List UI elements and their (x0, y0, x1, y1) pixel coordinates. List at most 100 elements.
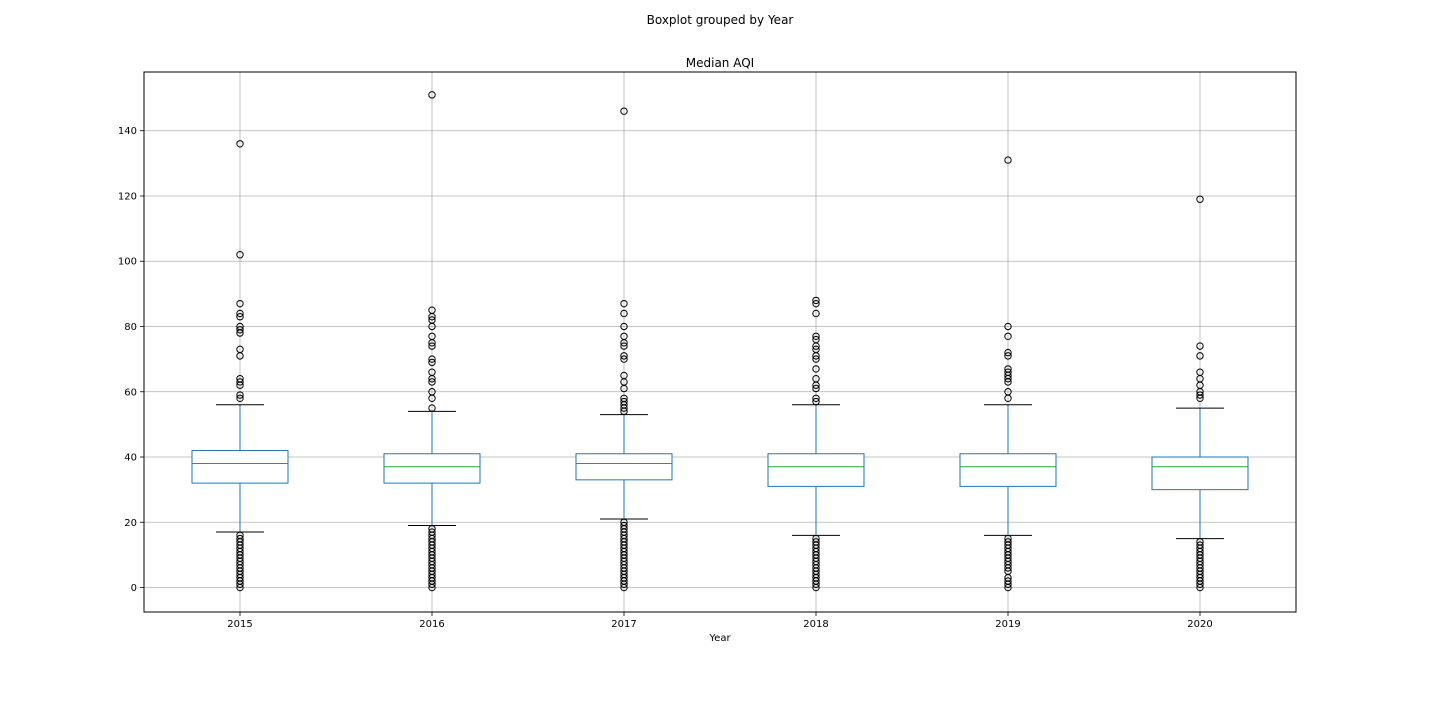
outlier-point (620, 299, 628, 308)
chart-title: Median AQI (686, 56, 754, 70)
outlier-point (428, 583, 436, 592)
outlier-point (620, 583, 628, 592)
outlier-point (428, 580, 436, 588)
y-tick-label: 60 (124, 387, 137, 398)
outlier-point (812, 384, 820, 393)
outlier-point (1196, 195, 1204, 203)
outlier-point (236, 140, 244, 148)
outlier-point (428, 322, 436, 331)
iqr-box (575, 453, 673, 481)
x-axis-ticks: 2015 2016 2017 2018 2019 2020 (227, 612, 1213, 630)
grid-lines (144, 72, 1296, 612)
outlier-point (812, 332, 820, 340)
outlier-point (812, 355, 820, 363)
outlier-point (620, 355, 628, 363)
chart-suptitle: Boxplot grouped by Year (647, 13, 794, 27)
outlier-point (236, 309, 244, 318)
outlier-point (1196, 394, 1204, 402)
outlier-point (812, 583, 820, 592)
outlier-point (428, 342, 436, 350)
outlier-point (620, 407, 628, 416)
outlier-point (236, 326, 244, 334)
outlier-point (812, 342, 820, 350)
outlier-point (428, 339, 436, 347)
outlier-point (1196, 342, 1204, 350)
outlier-point (428, 355, 436, 363)
x-tick-label: 2020 (1187, 619, 1212, 630)
outlier-point (812, 299, 820, 308)
outlier-point (428, 375, 436, 383)
outlier-point (1004, 322, 1012, 331)
outlier-point (428, 91, 436, 99)
box-group-2019 (959, 156, 1057, 592)
outlier-point (1004, 375, 1012, 383)
outlier-point (236, 352, 244, 360)
outlier-point (620, 352, 628, 360)
outlier-point (428, 394, 436, 402)
box-group-2020 (1151, 195, 1249, 592)
outlier-point (236, 381, 244, 389)
outlier-point (812, 296, 820, 305)
x-tick-label: 2015 (227, 619, 252, 630)
outlier-point (236, 329, 244, 337)
outlier-point (236, 313, 244, 321)
outlier-point (1196, 583, 1204, 592)
outlier-point (620, 309, 628, 318)
outlier-point (620, 342, 628, 350)
y-tick-label: 120 (118, 191, 137, 202)
outlier-point (1004, 156, 1012, 164)
iqr-box (1151, 456, 1249, 491)
outlier-point (1196, 391, 1204, 399)
outlier-point (236, 391, 244, 399)
outlier-point (1004, 352, 1012, 360)
outlier-point (812, 580, 820, 588)
iqr-box (191, 449, 289, 484)
outlier-point (620, 404, 628, 412)
outlier-point (1004, 378, 1012, 386)
box-series (191, 91, 1249, 592)
x-tick-label: 2016 (419, 619, 444, 630)
outlier-point (620, 384, 628, 393)
y-tick-label: 40 (124, 453, 137, 464)
outlier-point (812, 394, 820, 402)
y-tick-label: 140 (118, 126, 137, 137)
outlier-point (812, 309, 820, 318)
outlier-point (236, 299, 244, 308)
outlier-point (1196, 580, 1204, 588)
outlier-point (428, 358, 436, 367)
box-group-2018 (767, 296, 865, 592)
x-tick-label: 2019 (995, 619, 1020, 630)
outlier-point (812, 381, 820, 389)
y-tick-label: 0 (131, 583, 137, 594)
y-axis-ticks: 0 20 40 60 80 100 120 140 (118, 126, 144, 594)
outlier-point (1004, 583, 1012, 592)
outlier-point (236, 378, 244, 386)
outlier-point (428, 378, 436, 386)
outlier-point (812, 397, 820, 406)
outlier-point (1004, 332, 1012, 340)
outlier-point (812, 365, 820, 373)
plot-area-frame (143, 71, 1297, 613)
box-group-2015 (191, 140, 289, 592)
outlier-point (236, 580, 244, 588)
iqr-box (767, 453, 865, 487)
box-group-2017 (575, 107, 673, 592)
outlier-point (428, 313, 436, 321)
x-tick-label: 2017 (611, 619, 636, 630)
box-group-2016 (383, 91, 481, 592)
iqr-box (959, 453, 1057, 487)
y-tick-label: 20 (124, 518, 137, 529)
x-axis-label: Year (708, 633, 731, 644)
outlier-point (1004, 348, 1012, 357)
outlier-point (1004, 580, 1012, 588)
y-tick-label: 80 (124, 322, 137, 333)
outlier-point (236, 583, 244, 592)
outlier-point (236, 251, 244, 259)
outlier-point (1196, 352, 1204, 360)
x-tick-label: 2018 (803, 619, 828, 630)
outlier-point (1004, 394, 1012, 402)
outlier-point (428, 404, 436, 412)
outlier-point (236, 394, 244, 402)
outlier-point (620, 107, 628, 115)
